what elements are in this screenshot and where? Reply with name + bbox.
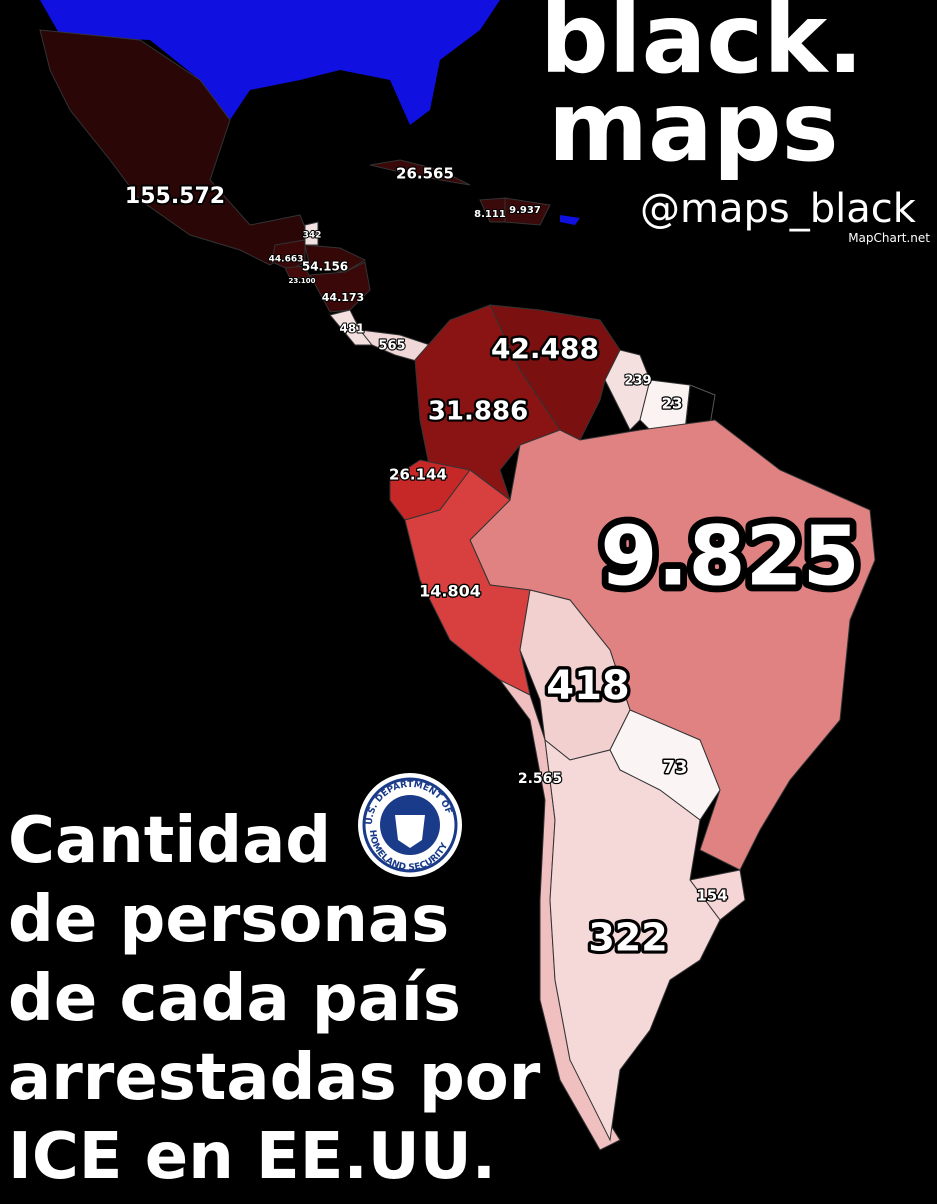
region-label: 155.572 <box>125 184 225 209</box>
seal-shield <box>395 815 425 848</box>
region-label: 565 <box>378 339 405 354</box>
brand-handle: @maps_black <box>640 186 917 232</box>
country-region <box>604 349 651 431</box>
region-label: 342 <box>303 231 322 241</box>
region-label: 322 <box>588 916 667 960</box>
region-label: 23.100 <box>288 277 315 285</box>
country-region <box>304 221 319 246</box>
country-region <box>284 265 311 279</box>
region-label: 42.488 <box>491 332 599 365</box>
region-label: 154 <box>696 887 727 905</box>
usa-region <box>40 0 500 125</box>
brand-line1: black. <box>540 0 864 95</box>
region-label: 481 <box>339 322 364 336</box>
title-line: ICE en EE.UU. <box>8 1120 496 1194</box>
country-region <box>504 197 551 226</box>
region-label: 26.565 <box>396 165 454 183</box>
region-label: 54.156 <box>302 260 348 274</box>
brand-line2: maps <box>548 71 839 183</box>
region-label: 8.111 <box>474 209 506 220</box>
source: MapChart.net <box>848 231 930 245</box>
region-label: 418 <box>546 663 630 709</box>
title-line: arrestadas por <box>8 1041 541 1115</box>
country-region <box>271 239 306 271</box>
region-label: 9.825 <box>600 509 859 604</box>
region-label: 9.937 <box>509 205 541 216</box>
title-line: Cantidad <box>8 804 331 878</box>
region-label: 44.663 <box>269 255 304 265</box>
region-label: 44.173 <box>322 291 364 304</box>
country-region <box>304 244 367 273</box>
region-label: 73 <box>662 757 687 778</box>
title-line: de cada país <box>8 962 461 1036</box>
country-region <box>369 159 471 186</box>
puerto-rico-region <box>560 215 580 225</box>
region-label: 2.565 <box>518 771 562 787</box>
region-label: 23 <box>662 395 683 413</box>
region-label: 26.144 <box>389 466 447 484</box>
title-line: de personas <box>8 883 449 957</box>
region-label: 14.804 <box>419 582 481 601</box>
region-label: 239 <box>624 374 651 389</box>
country-region <box>544 738 721 1142</box>
country-region <box>309 261 371 313</box>
seal: U.S. DEPARTMENT OF HOMELAND SECURITY <box>358 773 462 877</box>
region-label: 31.886 <box>428 397 528 427</box>
regions <box>39 29 876 1151</box>
